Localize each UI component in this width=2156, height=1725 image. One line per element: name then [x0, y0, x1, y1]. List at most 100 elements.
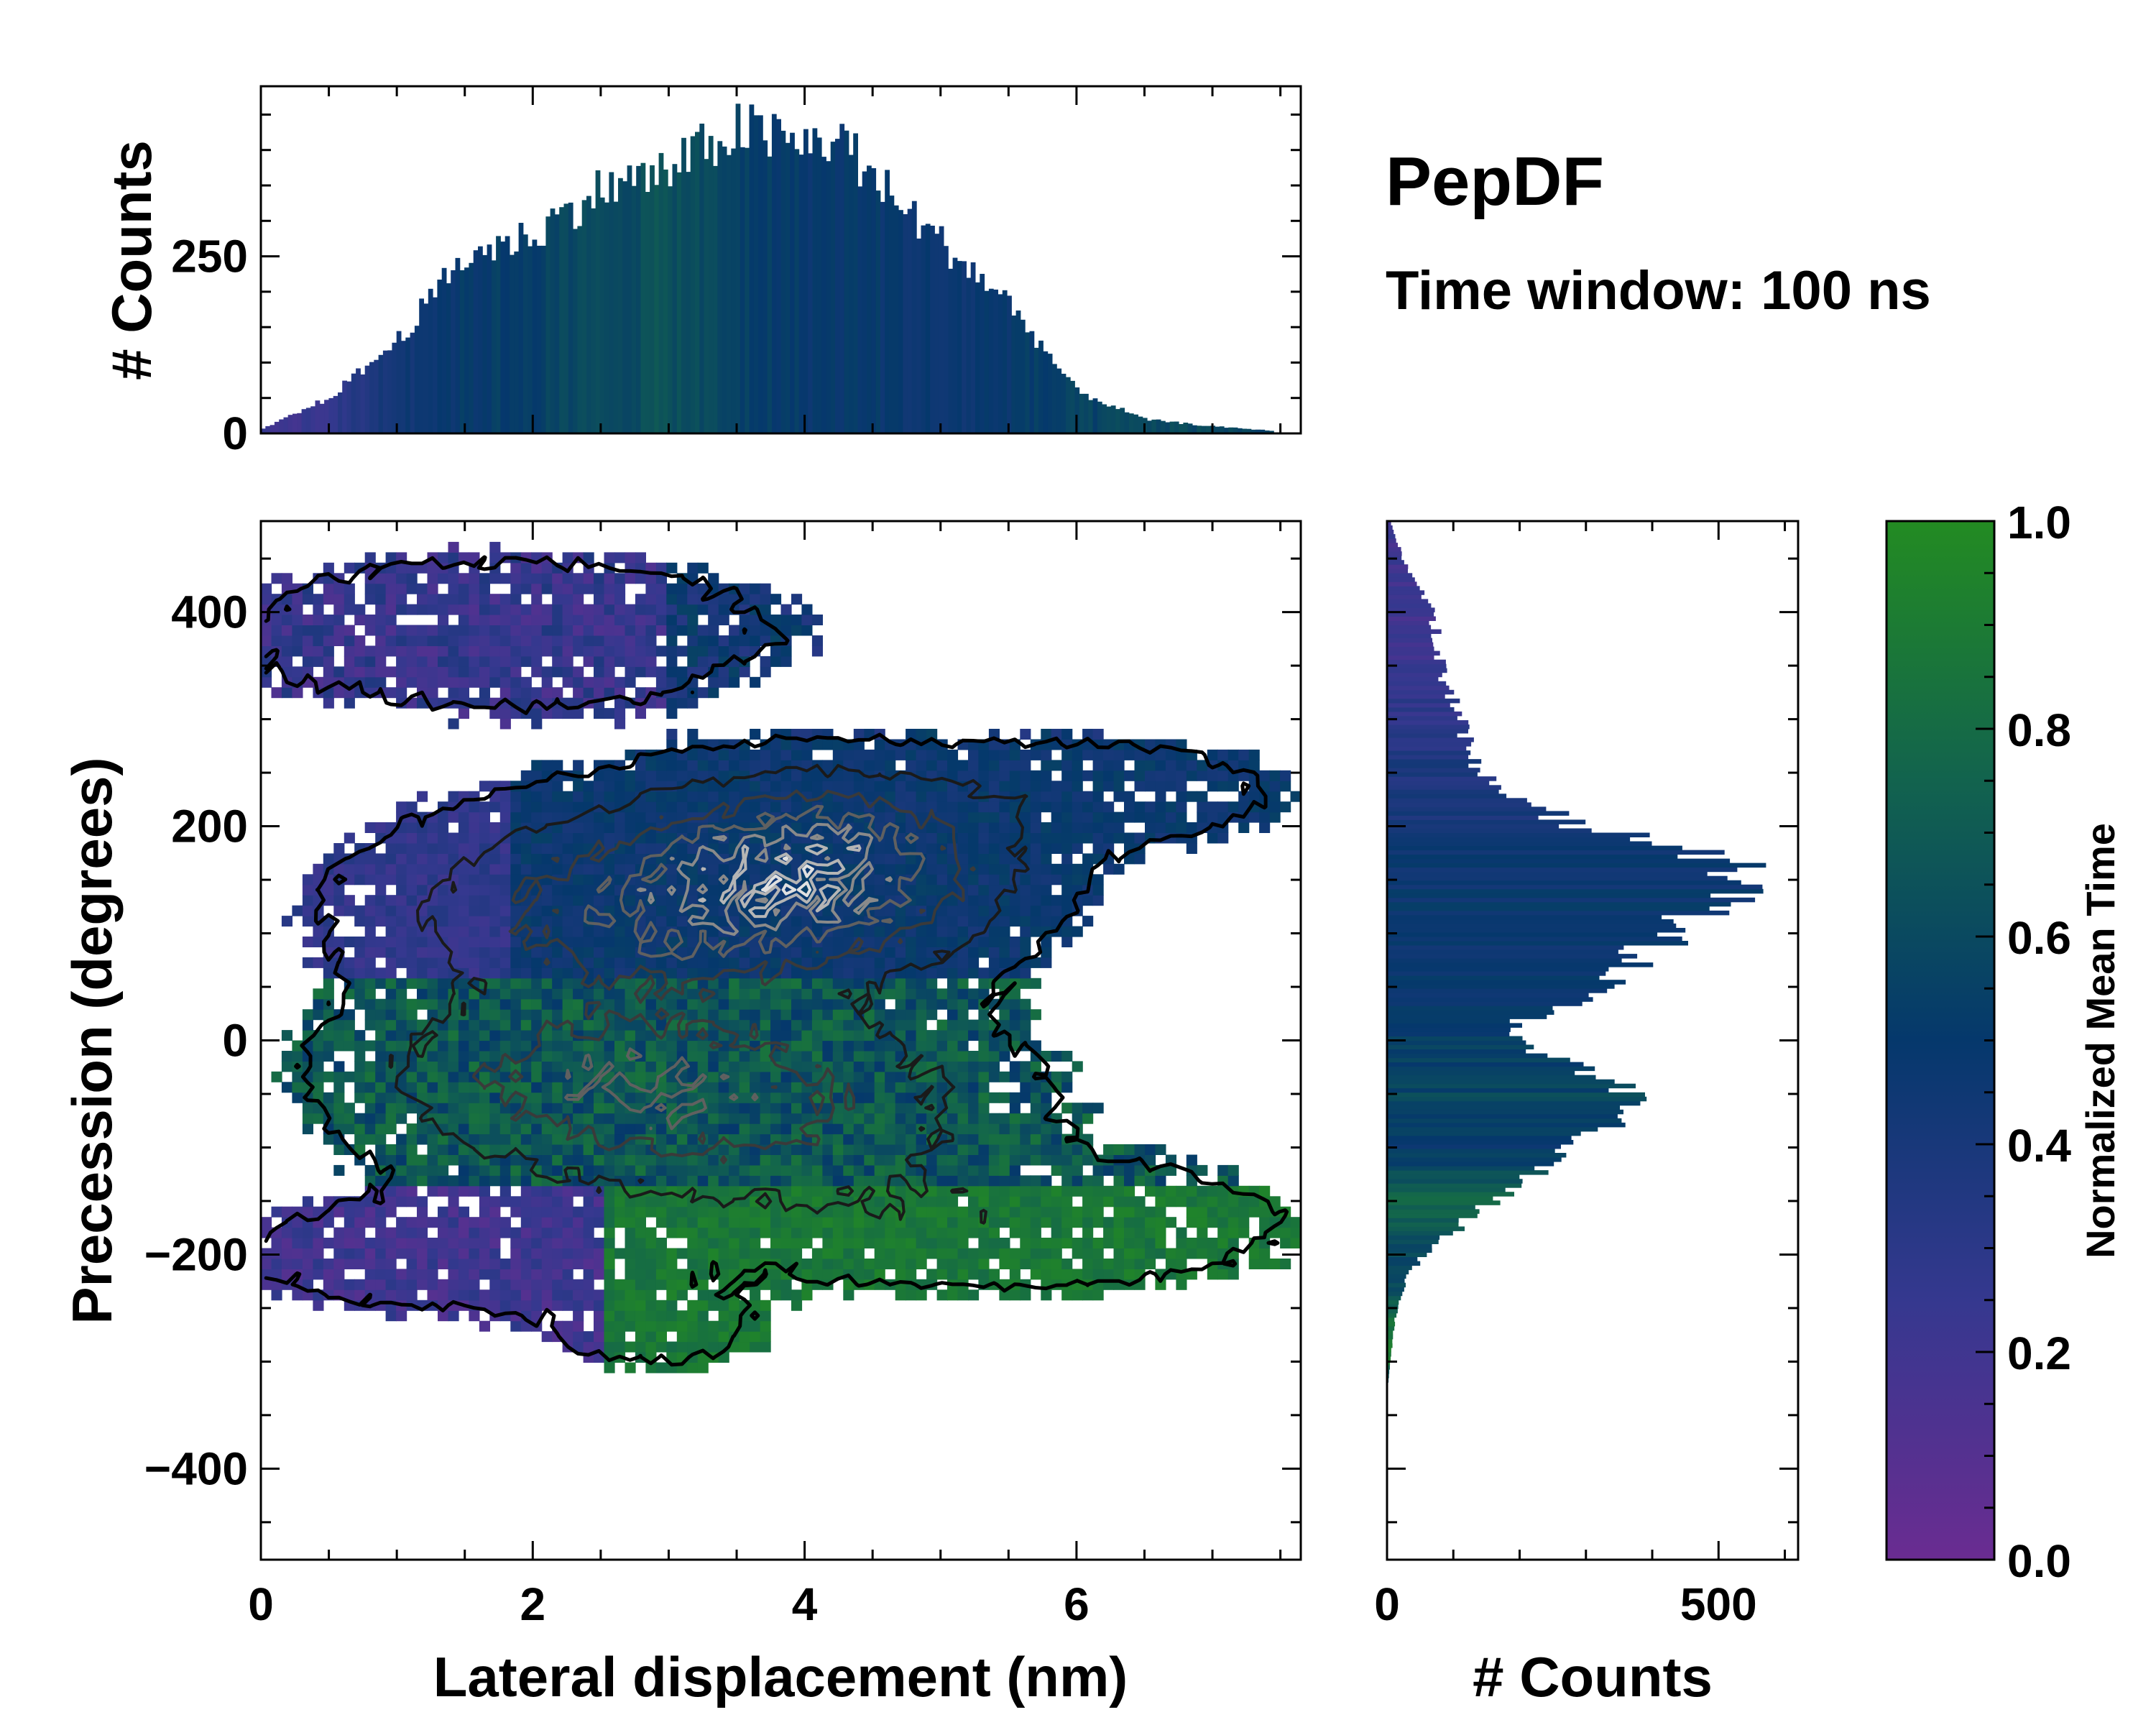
heatmap-cell	[1041, 874, 1052, 886]
heatmap-cell	[448, 1071, 459, 1082]
heatmap-cell	[1227, 1217, 1239, 1228]
heatmap-cell	[541, 615, 553, 625]
heatmap-cell	[469, 1154, 480, 1166]
heatmap-cell	[417, 1279, 428, 1290]
heatmap-cell	[1092, 791, 1104, 802]
heatmap-cell	[354, 1061, 366, 1072]
heatmap-cell	[697, 749, 709, 760]
heatmap-cell	[385, 853, 397, 865]
heatmap-cell	[1269, 1196, 1281, 1208]
heatmap-cell	[729, 957, 740, 968]
heatmap-cell	[417, 967, 428, 979]
heatmap-cell	[552, 801, 563, 813]
heatmap-cell	[1082, 1289, 1094, 1301]
heatmap-cell	[697, 1009, 709, 1021]
top-histogram-bar	[573, 229, 578, 433]
heatmap-cell	[292, 666, 303, 678]
heatmap-cell	[541, 1009, 553, 1021]
heatmap-cell	[916, 1196, 927, 1208]
heatmap-cell	[1009, 874, 1021, 886]
heatmap-cell	[520, 1289, 532, 1301]
heatmap-cell	[811, 1144, 823, 1155]
heatmap-cell	[1051, 1144, 1062, 1155]
heatmap-cell	[427, 822, 438, 833]
heatmap-cell	[261, 583, 272, 594]
heatmap-cell	[364, 937, 376, 947]
heatmap-cell	[333, 666, 345, 678]
heatmap-cell	[635, 801, 646, 813]
heatmap-cell	[427, 1144, 438, 1155]
heatmap-cell	[978, 1133, 990, 1145]
heatmap-cell	[510, 1300, 522, 1311]
heatmap-cell	[552, 1030, 563, 1041]
heatmap-cell	[573, 1019, 584, 1031]
heatmap-cell	[750, 801, 761, 813]
heatmap-cell	[1165, 1164, 1176, 1176]
heatmap-cell	[583, 1279, 594, 1290]
heatmap-cell	[499, 1030, 511, 1041]
top-histogram-bar	[1233, 427, 1238, 433]
heatmap-cell	[895, 1248, 906, 1259]
heatmap-cell	[801, 1217, 813, 1228]
heatmap-cell	[635, 604, 646, 615]
heatmap-cell	[750, 635, 761, 646]
heatmap-cell	[625, 625, 636, 636]
heatmap-cell	[1145, 1175, 1156, 1187]
heatmap-cell	[469, 801, 480, 813]
heatmap-cell	[448, 604, 459, 615]
heatmap-cell	[635, 957, 646, 968]
heatmap-cell	[1124, 1227, 1135, 1238]
heatmap-cell	[385, 905, 397, 916]
heatmap-cell	[364, 676, 376, 688]
heatmap-cell	[292, 1217, 303, 1228]
heatmap-cell	[988, 1175, 1000, 1187]
heatmap-cell	[479, 1164, 490, 1176]
heatmap-cell	[438, 1092, 449, 1103]
heatmap-cell	[614, 604, 626, 615]
heatmap-cell	[438, 1175, 449, 1187]
heatmap-cell	[645, 1310, 657, 1322]
heatmap-cell	[1072, 863, 1083, 875]
heatmap-cell	[1197, 1227, 1208, 1238]
heatmap-cell	[344, 604, 355, 615]
heatmap-cell	[645, 1289, 657, 1301]
heatmap-cell	[448, 937, 459, 947]
heatmap-cell	[1061, 1217, 1073, 1228]
heatmap-cell	[531, 666, 543, 678]
heatmap-cell	[1259, 1185, 1271, 1197]
heatmap-cell	[864, 1217, 875, 1228]
heatmap-cell	[1030, 1196, 1041, 1208]
top-histogram-bar	[970, 262, 976, 433]
heatmap-cell	[916, 998, 927, 1010]
heatmap-cell	[438, 1259, 449, 1269]
heatmap-cell	[499, 1071, 511, 1082]
heatmap-cell	[999, 1092, 1010, 1103]
heatmap-cell	[520, 770, 532, 781]
heatmap-cell	[676, 615, 688, 625]
top-histogram-bar	[1250, 429, 1256, 433]
heatmap-cell	[874, 1269, 885, 1280]
top-histogram-bar	[1237, 428, 1243, 433]
heatmap-cell	[1020, 1185, 1031, 1197]
heatmap-cell	[385, 1082, 397, 1093]
heatmap-cell	[1009, 853, 1021, 865]
heatmap-cell	[458, 1227, 469, 1238]
heatmap-cell	[739, 635, 750, 646]
heatmap-cell	[1082, 1248, 1094, 1259]
heatmap-cell	[489, 905, 501, 916]
heatmap-cell	[292, 1082, 303, 1093]
heatmap-cell	[1103, 832, 1115, 844]
heatmap-cell	[510, 1289, 522, 1301]
heatmap-cell	[864, 1092, 875, 1103]
heatmap-cell	[655, 1196, 667, 1208]
heatmap-cell	[916, 1103, 927, 1114]
heatmap-cell	[697, 1279, 709, 1290]
heatmap-cell	[417, 895, 428, 906]
heatmap-cell	[625, 781, 636, 792]
heatmap-cell	[1124, 811, 1135, 823]
heatmap-cell	[458, 916, 469, 927]
heatmap-cell	[354, 905, 366, 916]
heatmap-cell	[520, 916, 532, 927]
heatmap-cell	[926, 1248, 938, 1259]
top-histogram-bar	[1165, 422, 1171, 433]
